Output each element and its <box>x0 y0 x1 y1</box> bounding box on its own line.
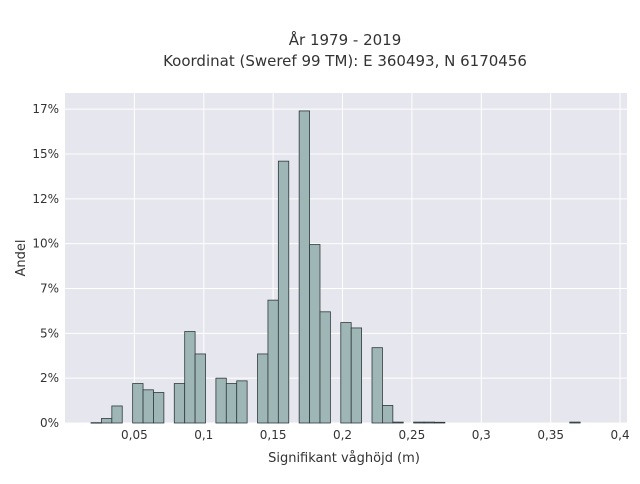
x-tick-label: 0,15 <box>260 428 287 442</box>
histogram-bar <box>371 347 383 424</box>
histogram-bar <box>215 377 227 424</box>
x-tick-label: 0,1 <box>194 428 213 442</box>
x-tick-label: 0,3 <box>472 428 491 442</box>
histogram-bar <box>309 244 321 424</box>
histogram-bar <box>267 299 279 424</box>
histogram-bar <box>257 353 269 424</box>
histogram-bar <box>423 421 435 424</box>
y-tick-label: 12% <box>32 192 59 206</box>
histogram-bar <box>569 421 581 424</box>
y-tick-label: 10% <box>32 237 59 251</box>
histogram-bar <box>350 327 363 424</box>
y-tick-label: 2% <box>40 371 59 385</box>
histogram-bar <box>132 383 144 424</box>
x-tick-label: 0,25 <box>399 428 426 442</box>
histogram-bar <box>413 421 425 424</box>
histogram-bar <box>184 331 196 424</box>
x-axis-ticks: 0,05 0,1 0,15 0,2 0,25 0,3 0,35 0,4 <box>121 428 630 442</box>
x-tick-label: 0,05 <box>121 428 148 442</box>
y-tick-label: 5% <box>40 326 59 340</box>
x-axis-title: Signifikant våghöjd (m) <box>268 451 420 466</box>
histogram-bar <box>153 392 165 424</box>
y-tick-label: 7% <box>40 281 59 295</box>
x-tick-label: 0,4 <box>611 428 630 442</box>
histogram-bar <box>142 389 154 424</box>
x-tick-label: 0,2 <box>333 428 352 442</box>
histogram-bar <box>90 422 102 424</box>
y-tick-label: 15% <box>32 147 59 161</box>
histogram-bar <box>236 380 248 424</box>
histogram-bar <box>194 353 206 424</box>
histogram-bar <box>319 311 331 424</box>
histogram-bar <box>225 383 238 424</box>
histogram-bar <box>111 405 123 424</box>
y-axis-title: Andel <box>14 240 29 277</box>
x-tick-label: 0,35 <box>537 428 564 442</box>
histogram-bar <box>434 421 446 424</box>
histogram-bar <box>382 405 394 424</box>
histogram-bar <box>340 322 352 424</box>
bars-layer <box>90 110 581 424</box>
histogram-bar <box>101 418 113 424</box>
histogram-bar <box>277 160 290 424</box>
histogram-bar <box>392 421 404 424</box>
y-tick-label: 17% <box>32 102 59 116</box>
histogram-bar <box>173 383 186 424</box>
chart-subtitle: Koordinat (Sweref 99 TM): E 360493, N 61… <box>163 52 527 70</box>
y-axis-ticks: 0% 2% 5% 7% 10% 12% 15% 17% <box>32 102 59 430</box>
y-tick-label: 0% <box>40 416 59 430</box>
chart-title: År 1979 - 2019 <box>289 30 402 49</box>
histogram-bar <box>298 110 310 424</box>
